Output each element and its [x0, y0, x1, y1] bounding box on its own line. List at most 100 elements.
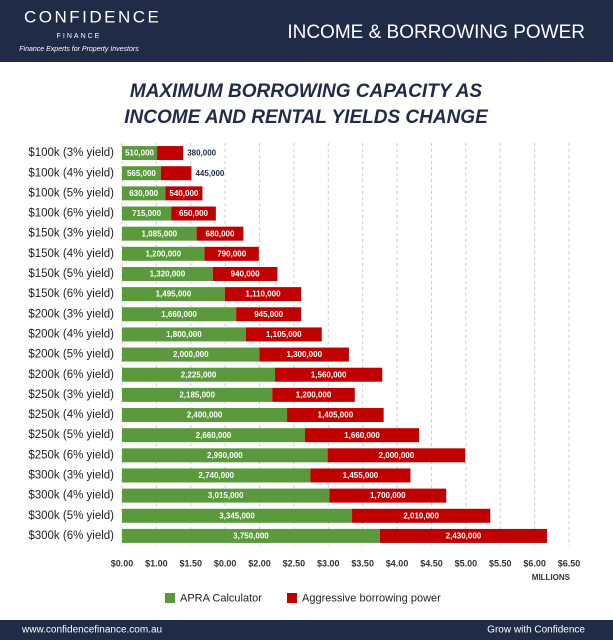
- bar-segment: [236, 307, 302, 322]
- value-label: 3,345,000: [219, 511, 255, 520]
- value-label: 1,660,000: [161, 310, 197, 319]
- value-label: 1,660,000: [344, 431, 380, 440]
- x-tick-label: $5.50: [489, 558, 512, 568]
- y-tick-label: $300k (5% yield): [28, 510, 114, 522]
- value-label: 510,000: [125, 149, 154, 158]
- y-tick-label: $200k (4% yield): [28, 328, 114, 340]
- bar-segment: [122, 508, 353, 523]
- bar-segment: [122, 146, 158, 161]
- y-tick-label: $100k (6% yield): [28, 208, 114, 220]
- value-label: 1,110,000: [245, 290, 281, 299]
- tagline: Finance Experts for Property Investors: [19, 46, 139, 53]
- value-label: 1,455,000: [343, 471, 379, 480]
- x-tick-label: $1.50: [180, 558, 203, 568]
- bar-segment: [352, 508, 491, 523]
- y-tick-label: $150k (3% yield): [28, 228, 114, 240]
- value-label: 2,000,000: [379, 451, 415, 460]
- bar-segment: [122, 468, 311, 483]
- brand-sub: FINANCE: [57, 33, 102, 40]
- x-axis-label: MILLIONS: [532, 573, 571, 582]
- bar-segment: [329, 488, 447, 503]
- y-tick-label: $300k (4% yield): [28, 490, 114, 502]
- bar-segment: [212, 266, 278, 281]
- value-label: 380,000: [187, 149, 216, 158]
- value-label: 715,000: [132, 209, 161, 218]
- footer-url: www.confidencefinance.com.au: [21, 625, 162, 636]
- y-tick-label: $150k (5% yield): [28, 268, 114, 280]
- bar-segment: [304, 428, 420, 443]
- bar-segment: [245, 327, 322, 342]
- header-title: INCOME & BORROWING POWER: [287, 22, 585, 43]
- bar-segment: [122, 246, 205, 261]
- bar-segment: [122, 448, 328, 463]
- value-label: 2,740,000: [198, 471, 234, 480]
- bar-segment: [122, 287, 225, 302]
- chart-title: MAXIMUM BORROWING CAPACITY AS: [130, 81, 483, 102]
- x-tick-label: $5.00: [455, 558, 478, 568]
- bar-segment: [275, 367, 383, 382]
- bar-segment: [122, 226, 197, 241]
- y-tick-label: $300k (6% yield): [28, 530, 114, 542]
- footer-bar: [0, 620, 613, 640]
- bar-segment: [310, 468, 411, 483]
- value-label: 1,105,000: [266, 330, 302, 339]
- legend-label: APRA Calculator: [180, 592, 262, 604]
- bar-segment: [259, 347, 349, 362]
- x-tick-label: $3.00: [317, 558, 340, 568]
- x-tick-label: $3.50: [351, 558, 374, 568]
- value-label: 1,700,000: [370, 491, 406, 500]
- chart-title: INCOME AND RENTAL YIELDS CHANGE: [124, 107, 489, 128]
- bar-segment: [379, 528, 547, 543]
- bar-segment: [157, 146, 184, 161]
- value-label: 540,000: [169, 189, 198, 198]
- x-tick-label: $1.00: [145, 558, 168, 568]
- value-label: 2,660,000: [196, 431, 232, 440]
- value-label: 2,185,000: [179, 390, 215, 399]
- value-label: 565,000: [127, 169, 156, 178]
- value-label: 1,405,000: [318, 411, 354, 420]
- y-tick-label: $100k (5% yield): [28, 187, 114, 199]
- bar-segment: [272, 387, 355, 402]
- y-tick-label: $250k (3% yield): [28, 389, 114, 401]
- footer-slogan: Grow with Confidence: [487, 625, 585, 636]
- y-tick-label: $150k (6% yield): [28, 288, 114, 300]
- value-label: 2,010,000: [403, 511, 439, 520]
- value-label: 1,800,000: [166, 330, 202, 339]
- value-label: 2,225,000: [181, 370, 217, 379]
- value-label: 3,750,000: [233, 532, 269, 541]
- value-label: 1,300,000: [286, 350, 322, 359]
- y-tick-label: $100k (3% yield): [28, 147, 114, 159]
- y-tick-label: $250k (5% yield): [28, 429, 114, 441]
- bar-segment: [122, 428, 305, 443]
- y-tick-label: $100k (4% yield): [28, 167, 114, 179]
- bar-segment: [122, 206, 172, 221]
- x-tick-label: $0.00: [214, 558, 237, 568]
- y-tick-label: $250k (4% yield): [28, 409, 114, 421]
- x-tick-label: $4.50: [420, 558, 443, 568]
- legend-swatch: [165, 593, 175, 603]
- value-label: 790,000: [217, 249, 246, 258]
- legend-label: Aggressive borrowing power: [302, 592, 441, 604]
- value-label: 2,000,000: [173, 350, 209, 359]
- bar-segment: [287, 408, 384, 423]
- bar-segment: [196, 226, 244, 241]
- bar-segment: [122, 387, 273, 402]
- y-tick-label: $200k (3% yield): [28, 308, 114, 320]
- y-tick-label: $250k (6% yield): [28, 449, 114, 461]
- x-tick-label: $2.00: [248, 558, 271, 568]
- y-tick-label: $200k (6% yield): [28, 369, 114, 381]
- value-label: 1,320,000: [150, 270, 186, 279]
- bar-segment: [224, 287, 302, 302]
- value-label: 650,000: [179, 209, 208, 218]
- bar-segment: [122, 488, 330, 503]
- bar-segment: [122, 347, 260, 362]
- x-tick-label: $6.50: [558, 558, 581, 568]
- bar-segment: [160, 166, 192, 181]
- bar-segment: [204, 246, 259, 261]
- bar-segment: [171, 206, 216, 221]
- value-label: 2,400,000: [187, 411, 223, 420]
- bar-segment: [122, 528, 380, 543]
- bar-segment: [122, 307, 237, 322]
- value-label: 1,200,000: [296, 390, 332, 399]
